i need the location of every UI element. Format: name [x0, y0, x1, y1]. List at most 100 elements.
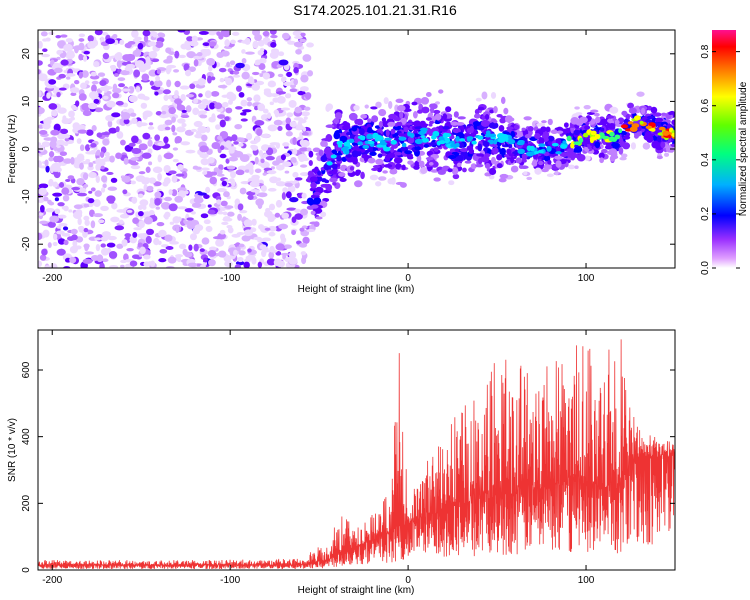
heatmap-cell: [294, 208, 302, 213]
snr-trace: [38, 339, 675, 570]
heatmap-cell: [670, 143, 675, 148]
heatmap-cell: [51, 109, 58, 117]
heatmap-cell: [328, 170, 337, 175]
heatmap-cell: [273, 258, 283, 267]
heatmap-cell: [43, 137, 54, 141]
heatmap-cell: [300, 32, 306, 37]
heatmap-cell: [237, 165, 248, 171]
heatmap-cell: [235, 169, 245, 176]
spectrogram-ytick-label: -10: [21, 189, 32, 204]
heatmap-cell: [292, 171, 299, 178]
heatmap-cell: [43, 196, 49, 202]
heatmap-cell: [114, 225, 125, 231]
heatmap-cell: [217, 135, 223, 141]
heatmap-cell: [47, 242, 52, 248]
heatmap-cell: [671, 119, 675, 126]
heatmap-cell: [333, 117, 340, 124]
heatmap-ridge-cell: [379, 142, 388, 146]
heatmap-cell: [541, 120, 547, 124]
heatmap-cell: [148, 50, 158, 59]
heatmap-cell: [62, 134, 71, 139]
heatmap-cell: [308, 160, 313, 167]
heatmap-cell: [593, 112, 600, 117]
heatmap-ridge-cell: [578, 137, 584, 143]
heatmap-cell: [545, 126, 551, 133]
heatmap-ridge-cell: [658, 126, 666, 131]
heatmap-cell: [138, 171, 146, 175]
heatmap-ridge-cell: [573, 141, 582, 146]
heatmap-cell: [168, 170, 177, 175]
heatmap-cell: [277, 125, 283, 132]
heatmap-ridge-cell: [639, 120, 644, 125]
heatmap-cell: [387, 121, 396, 127]
heatmap-cell: [251, 218, 257, 226]
heatmap-cell: [232, 31, 240, 36]
heatmap-cell: [615, 123, 623, 127]
heatmap-cell: [158, 257, 167, 263]
heatmap-cell: [598, 152, 605, 159]
heatmap-cell: [188, 66, 196, 72]
heatmap-cell: [321, 178, 327, 183]
heatmap-cell: [90, 187, 96, 192]
heatmap-cell: [354, 180, 363, 188]
heatmap-cell: [329, 177, 338, 183]
heatmap-cell: [222, 216, 231, 221]
heatmap-cell: [360, 171, 365, 180]
heatmap-cell: [220, 200, 228, 207]
heatmap-cell: [434, 113, 442, 121]
heatmap-cell: [387, 178, 395, 185]
heatmap-cell: [89, 75, 100, 80]
heatmap-cell: [361, 154, 369, 159]
heatmap-cell: [209, 102, 216, 110]
heatmap-cell: [137, 42, 144, 50]
heatmap-ridge-cell: [450, 143, 456, 148]
heatmap-cell: [250, 140, 258, 145]
heatmap-cell: [173, 69, 180, 73]
heatmap-cell: [488, 174, 495, 180]
heatmap-cell: [559, 152, 568, 158]
heatmap-cell: [215, 238, 225, 247]
heatmap-cell: [52, 241, 58, 247]
heatmap-cell: [62, 226, 69, 231]
heatmap-cell: [356, 118, 364, 126]
heatmap-cell: [240, 112, 246, 116]
heatmap-cell: [163, 196, 173, 202]
heatmap-cell: [257, 192, 268, 198]
heatmap-cell: [276, 91, 287, 95]
heatmap-cell: [257, 49, 264, 56]
heatmap-cell: [237, 213, 242, 221]
heatmap-cell: [306, 205, 314, 210]
heatmap-cell: [217, 250, 227, 258]
heatmap-cell: [238, 250, 246, 256]
heatmap-cell: [83, 183, 89, 188]
heatmap-ridge-cell: [590, 130, 597, 136]
heatmap-cell: [55, 34, 62, 39]
heatmap-ridge-cell: [529, 145, 535, 152]
heatmap-cell: [107, 120, 113, 128]
heatmap-cell: [261, 144, 269, 152]
heatmap-cell: [152, 33, 158, 38]
heatmap-cell: [87, 102, 98, 110]
heatmap-cell: [102, 52, 110, 60]
heatmap-cell: [405, 122, 413, 126]
heatmap-cell: [172, 132, 178, 136]
heatmap-cell: [60, 59, 69, 66]
heatmap-cell: [154, 191, 162, 198]
heatmap-cell: [298, 242, 308, 248]
heatmap-ridge-cell: [374, 137, 379, 142]
heatmap-cell: [88, 91, 99, 100]
heatmap-cell: [180, 43, 188, 50]
heatmap-cell: [40, 31, 48, 37]
heatmap-cell: [498, 177, 507, 183]
heatmap-cell: [327, 186, 332, 192]
heatmap-cell: [378, 121, 383, 128]
heatmap-cell: [433, 147, 439, 152]
heatmap-cell: [124, 66, 132, 72]
heatmap-cell: [299, 227, 305, 232]
heatmap-cell: [39, 254, 47, 261]
heatmap-cell: [202, 171, 208, 175]
heatmap-cell: [304, 92, 312, 100]
heatmap-cell: [457, 116, 466, 120]
heatmap-cell: [300, 139, 310, 148]
heatmap-cell: [171, 175, 178, 183]
